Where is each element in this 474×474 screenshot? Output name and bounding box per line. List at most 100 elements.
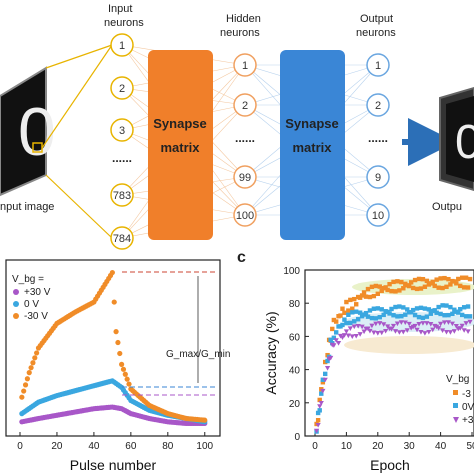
data-point [436,285,441,290]
data-point [109,269,115,276]
data-point [446,276,451,282]
input-neurons-label: Input neurons [104,3,144,29]
x-tick-label: 60 [125,441,137,452]
data-point [369,284,375,290]
data-point [315,410,321,416]
data-point [320,377,326,382]
data-point [322,377,328,383]
data-point [350,306,355,311]
x-tick-label: 40 [435,441,447,452]
data-point [365,286,371,292]
x-tick-label: 80 [162,441,174,452]
data-point [120,366,127,372]
data-point [410,285,416,291]
data-point [451,329,457,334]
data-point [412,312,418,318]
data-point [367,294,373,300]
input-neuron-label: 784 [113,233,131,245]
data-point [394,321,401,327]
synapse-matrix-2-label: Synapse matrix [285,116,338,155]
data-point [122,371,128,377]
data-point [313,428,320,434]
x-tick-label: 10 [341,441,353,452]
data-point [363,310,369,316]
data-point [396,330,402,335]
data-point [445,320,452,325]
data-point [383,285,388,290]
legend-marker [13,313,19,319]
data-point [458,283,463,289]
data-point [391,279,396,285]
accuracy-plot-frame [304,269,474,437]
data-point [392,329,399,334]
data-point [448,304,453,310]
input-neuron [110,183,134,207]
output-neuron [366,53,390,77]
pulse-legend: V_bg = +30 V0 V-30 V [12,274,51,322]
data-point [28,365,34,371]
neuron-nodes: 1 2 3 783 784 1 2 99 100 1 2 9 10.................. [110,33,390,250]
data-point [440,303,445,308]
data-point [390,323,397,329]
data-point [325,358,330,364]
input-neuron [110,118,134,142]
data-point [418,329,424,335]
data-point [459,323,465,329]
y-tick-label: 100 [283,266,300,277]
data-point [115,339,121,346]
data-point [444,284,449,290]
data-point [365,326,371,332]
data-point [428,322,434,327]
data-point [346,308,351,313]
data-point [348,297,353,303]
data-point [420,276,426,282]
data-point [346,312,351,317]
output-neuron [366,93,390,117]
data-point [442,275,447,281]
data-point [399,279,404,285]
data-point [428,311,433,316]
data-point [373,321,379,327]
data-point [412,323,418,329]
data-point [387,281,392,287]
data-point [363,294,369,299]
y-tick-label: 0 [294,432,300,443]
data-point [399,313,404,319]
data-point [439,328,446,333]
data-point [463,321,469,326]
data-point [377,314,382,320]
data-point [377,321,383,326]
data-point [355,323,361,329]
data-point [403,312,408,317]
data-point [443,329,450,335]
accuracy-legend: V_bg -3 0V +3 [446,374,474,426]
data-point [453,323,459,329]
data-point [355,317,361,322]
data-point [444,303,449,308]
data-point [371,330,377,336]
data-point [424,278,430,284]
hidden-neuron [233,93,257,117]
legend-marker [453,417,459,423]
data-point [333,338,339,343]
data-point [402,320,408,326]
data-point [465,304,471,309]
data-point [461,305,467,310]
data-point [365,314,371,319]
data-point [416,276,422,282]
data-point [465,329,471,335]
projection-lines [41,44,113,239]
data-point [418,305,424,311]
accuracy-x-axis-label: Epoch [370,457,410,473]
data-point [357,332,363,337]
data-point [202,417,208,423]
hidden-neuron [233,165,257,189]
data-point [410,307,416,313]
data-point [456,310,461,315]
legend-label: +3 [462,415,474,426]
data-point [373,283,379,289]
data-point [354,309,359,314]
gmax-gmin-annotation: G_max/G_min [166,349,230,360]
data-point [420,321,426,326]
data-point [315,422,321,428]
